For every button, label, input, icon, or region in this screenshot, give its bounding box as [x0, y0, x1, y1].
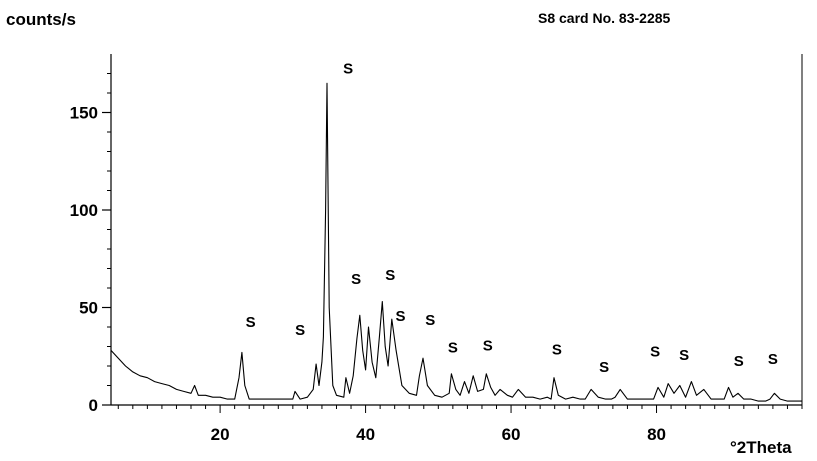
reference-card-label: S8 card No. 83-2285: [538, 10, 671, 26]
peak-annotation: S: [483, 337, 493, 354]
x-tick-label: 40: [356, 425, 375, 444]
peak-annotation: S: [351, 271, 361, 288]
peak-annotation: S: [650, 343, 660, 360]
peak-annotation: S: [395, 308, 405, 325]
y-tick-label: 50: [79, 299, 98, 318]
peak-annotation: S: [385, 267, 395, 284]
peak-annotation: S: [679, 347, 689, 364]
peak-annotation: S: [295, 322, 305, 339]
y-axis-label: counts/s: [6, 10, 76, 29]
x-axis-label: °2Theta: [730, 438, 792, 457]
x-tick-label: 20: [211, 425, 230, 444]
peak-annotation: S: [768, 351, 778, 368]
y-tick-label: 0: [89, 396, 98, 415]
y-tick-label: 150: [70, 104, 98, 123]
peak-annotation: S: [734, 353, 744, 370]
peak-annotation: S: [448, 339, 458, 356]
peak-annotation: S: [425, 312, 435, 329]
x-tick-label: 60: [502, 425, 521, 444]
x-tick-label: 80: [647, 425, 666, 444]
peak-annotation: S: [246, 314, 256, 331]
peak-annotation: S: [599, 359, 609, 376]
xrd-pattern-line: [110, 82, 802, 402]
y-tick-label: 100: [70, 201, 98, 220]
peak-annotation: S: [552, 341, 562, 358]
peak-annotation: S: [343, 61, 353, 78]
